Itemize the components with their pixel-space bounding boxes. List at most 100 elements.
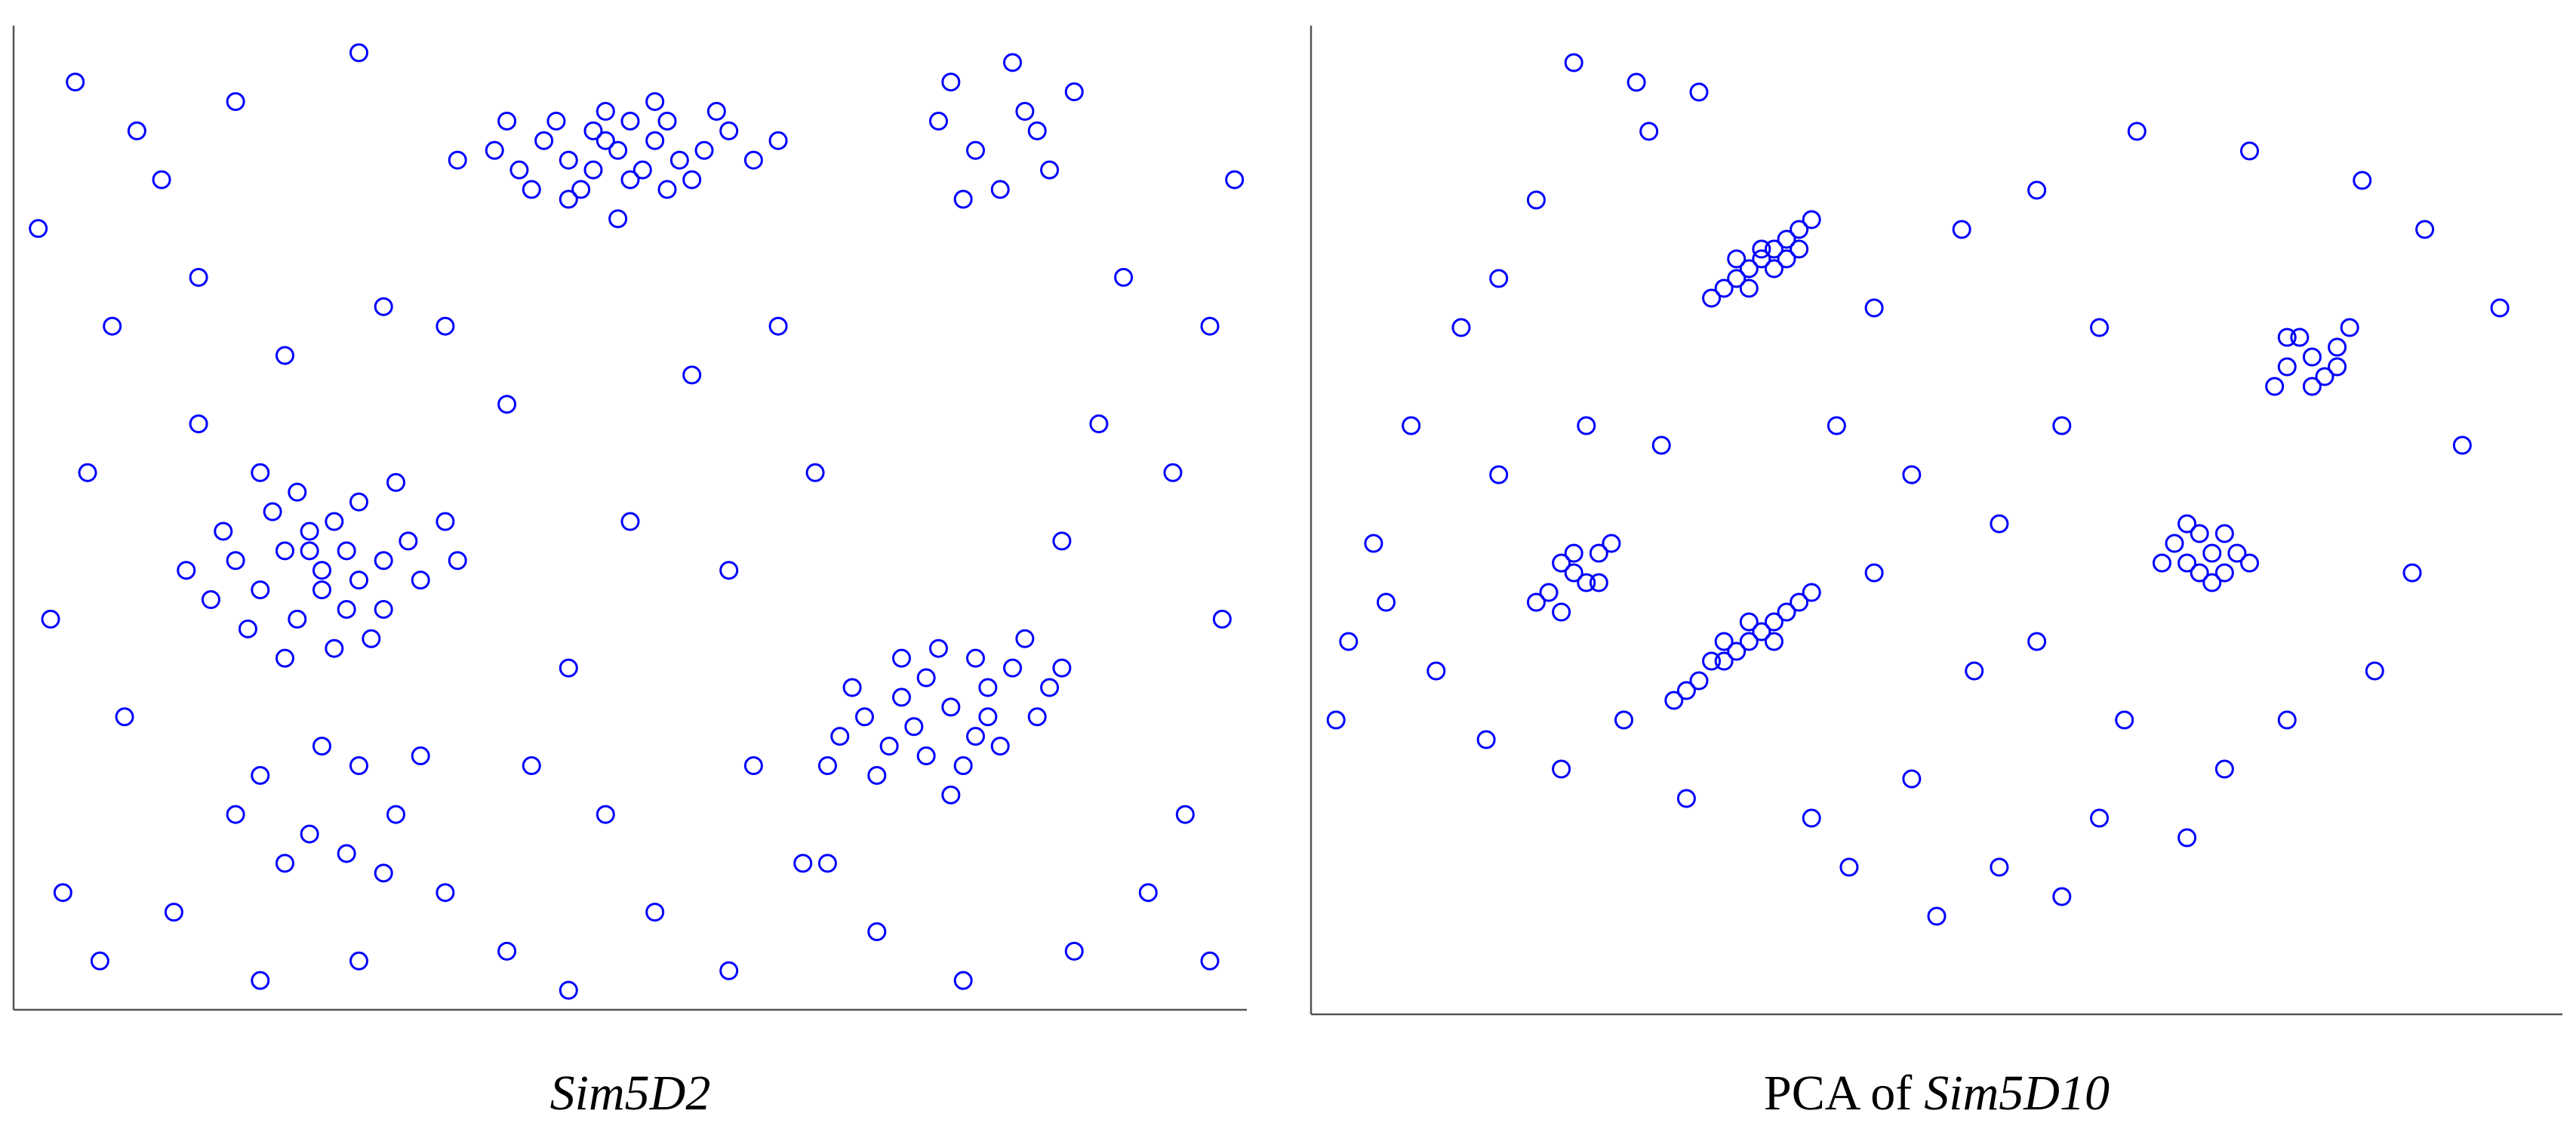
point xyxy=(1339,632,1359,651)
point xyxy=(1539,583,1559,602)
point xyxy=(1614,710,1633,730)
point xyxy=(1739,278,1759,298)
point xyxy=(522,180,541,199)
point xyxy=(2165,534,2184,553)
point xyxy=(2277,328,2297,347)
point xyxy=(867,765,887,785)
point xyxy=(2090,318,2110,337)
point xyxy=(1714,632,1734,651)
point xyxy=(41,609,60,629)
point xyxy=(1402,416,1421,435)
caption-part: Sim5D10 xyxy=(1924,1066,2110,1121)
point xyxy=(509,160,529,180)
point xyxy=(312,580,331,600)
point xyxy=(1526,592,1546,612)
point xyxy=(374,599,393,619)
point xyxy=(571,180,591,199)
point xyxy=(1752,249,1771,269)
point xyxy=(694,140,714,160)
point xyxy=(386,472,406,492)
point xyxy=(337,844,356,863)
point xyxy=(2302,377,2322,396)
point xyxy=(275,346,294,365)
point xyxy=(1739,259,1759,278)
point xyxy=(435,512,455,531)
point xyxy=(941,785,961,805)
point xyxy=(522,756,541,775)
point xyxy=(1952,220,1971,239)
point xyxy=(325,638,344,658)
point xyxy=(1639,122,1659,141)
point xyxy=(904,717,924,737)
point xyxy=(546,111,566,131)
point xyxy=(990,180,1010,199)
point xyxy=(2415,220,2435,239)
point xyxy=(263,502,282,522)
point xyxy=(1476,730,1496,749)
point xyxy=(238,619,257,638)
point xyxy=(2302,347,2322,367)
point xyxy=(583,160,603,180)
point xyxy=(1364,534,1383,553)
point xyxy=(2277,357,2297,377)
point xyxy=(448,551,467,571)
point xyxy=(2190,524,2209,543)
caption-part: PCA of xyxy=(1764,1066,1912,1121)
point xyxy=(2202,543,2222,563)
point xyxy=(1714,278,1734,298)
point xyxy=(2027,632,2047,651)
point xyxy=(2340,318,2359,337)
point xyxy=(1902,769,1922,789)
point xyxy=(1225,170,1245,189)
point xyxy=(768,131,788,150)
point xyxy=(1790,220,1809,239)
point xyxy=(929,111,948,131)
point xyxy=(189,414,208,434)
point xyxy=(1714,651,1734,671)
point xyxy=(288,482,307,502)
point xyxy=(620,170,640,189)
point xyxy=(90,951,109,971)
point xyxy=(953,189,973,209)
point xyxy=(1802,808,1821,828)
point xyxy=(891,648,911,668)
point xyxy=(1577,416,1596,435)
point xyxy=(2240,141,2259,161)
point xyxy=(1727,641,1747,661)
point xyxy=(1739,632,1759,651)
point xyxy=(743,150,763,170)
point xyxy=(1552,602,1571,622)
point xyxy=(608,209,628,229)
point xyxy=(300,541,319,561)
point xyxy=(2277,710,2297,730)
point xyxy=(103,316,122,336)
point xyxy=(1577,573,1596,592)
point xyxy=(275,854,294,873)
point xyxy=(805,463,825,482)
point xyxy=(251,971,270,990)
point xyxy=(201,590,220,610)
point xyxy=(1376,592,1396,612)
point xyxy=(1564,53,1583,72)
scatter-panel: Sim5D2 xyxy=(12,26,1247,1121)
point xyxy=(1990,857,2009,877)
point xyxy=(349,951,369,971)
point xyxy=(1777,229,1796,249)
point xyxy=(719,961,739,980)
point xyxy=(275,648,294,668)
point xyxy=(1064,82,1084,102)
point xyxy=(1790,592,1809,612)
point xyxy=(1489,269,1509,288)
point xyxy=(706,102,726,122)
point xyxy=(189,268,208,287)
point xyxy=(1802,210,1821,229)
point xyxy=(1676,681,1696,700)
point xyxy=(929,638,948,658)
point xyxy=(719,121,739,140)
point xyxy=(1015,102,1035,122)
point xyxy=(916,668,936,688)
point xyxy=(226,92,245,112)
point xyxy=(620,512,640,531)
point xyxy=(374,297,393,316)
point xyxy=(854,707,874,727)
